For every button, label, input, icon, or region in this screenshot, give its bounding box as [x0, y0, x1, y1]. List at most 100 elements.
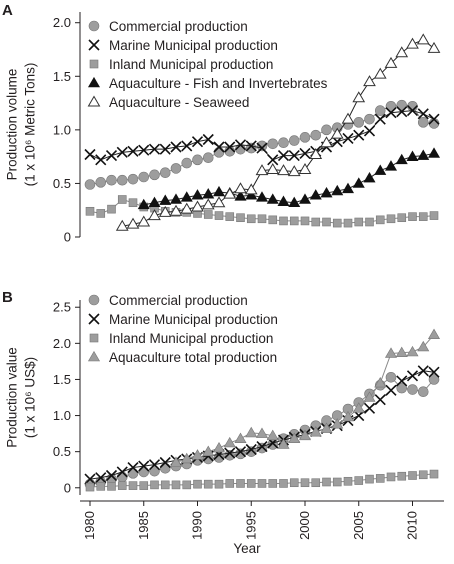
data-point [342, 132, 354, 144]
data-point [288, 432, 301, 443]
y-axis-units: (1 x 10⁶ US$) [23, 357, 38, 438]
data-point [96, 209, 106, 218]
data-point [201, 198, 215, 210]
y-tick-label: 1.5 [53, 372, 71, 387]
data-point [180, 452, 193, 464]
data-point [279, 479, 288, 488]
data-point [213, 147, 225, 158]
data-point [321, 124, 332, 136]
legend-marker [89, 333, 99, 343]
data-point [417, 108, 429, 120]
legend-label: Inland Municipal production [109, 331, 273, 346]
data-point [343, 476, 353, 486]
data-point [203, 479, 213, 489]
data-point [341, 182, 355, 194]
data-point [246, 214, 256, 224]
data-point [309, 189, 322, 200]
data-point [244, 183, 258, 195]
data-point [330, 127, 344, 139]
y-tick-label: 2.0 [53, 15, 71, 30]
data-point [150, 480, 159, 490]
data-point [234, 182, 247, 194]
data-point [397, 471, 407, 481]
data-point [310, 129, 322, 141]
data-point [279, 216, 288, 226]
data-point [418, 470, 428, 480]
data-point [117, 481, 127, 490]
data-point [364, 113, 375, 125]
data-point [159, 167, 171, 179]
data-point [234, 190, 247, 201]
y-tick-label: 0 [64, 230, 71, 245]
legend-marker [88, 313, 100, 325]
data-point [225, 212, 235, 221]
panel-a: A 0 0.5 1.0 1.5 2.0 Production volume (1 x 10⁶ … [2, 2, 441, 245]
data-point [266, 429, 279, 441]
data-point [363, 391, 376, 402]
data-point [374, 164, 387, 175]
data-point [84, 473, 96, 485]
data-point [299, 147, 311, 159]
legend-label: Aquaculture - Seaweed [109, 95, 249, 110]
data-point [429, 211, 439, 220]
data-point [320, 186, 333, 198]
legend-marker [87, 350, 101, 362]
legend: Commercial production Marine Municipal pr… [87, 19, 328, 110]
data-point [257, 479, 267, 488]
data-point [158, 205, 172, 217]
data-point [384, 56, 398, 68]
y-tick-label: 0 [64, 480, 71, 495]
legend: Commercial production Marine Municipal pr… [87, 293, 278, 365]
data-point [149, 169, 160, 181]
data-point [212, 185, 226, 197]
data-point [224, 447, 236, 459]
data-point [138, 171, 150, 183]
data-point [117, 195, 127, 204]
data-point [428, 366, 440, 378]
data-point [396, 375, 408, 387]
x-tick-label: 1995 [243, 511, 258, 540]
data-point [202, 445, 215, 456]
data-point [169, 204, 183, 216]
y-tick-label: 1.0 [53, 122, 71, 137]
data-point [289, 478, 299, 488]
data-point [288, 196, 301, 208]
legend-marker [88, 39, 100, 51]
data-point [202, 188, 215, 199]
data-point [180, 191, 193, 202]
data-point [96, 482, 106, 491]
data-point [236, 479, 245, 488]
data-point [418, 212, 428, 221]
x-tick-label: 1985 [136, 511, 151, 540]
data-point [212, 196, 226, 208]
data-point [84, 148, 96, 161]
data-point [427, 41, 441, 53]
legend-label: Aquaculture total production [109, 350, 277, 365]
y-tick-label: 0.5 [53, 176, 71, 191]
y-axis-title: Production value [5, 347, 20, 448]
data-point [169, 193, 183, 204]
data-point [255, 164, 269, 176]
data-point [395, 346, 408, 358]
data-point [160, 480, 170, 490]
data-point [352, 402, 365, 413]
data-point [116, 466, 128, 478]
series-2 [84, 365, 440, 485]
data-point [397, 213, 407, 223]
data-point [181, 140, 193, 152]
x-axis-title: Year [233, 541, 261, 556]
data-point [85, 206, 95, 216]
data-point [192, 154, 203, 166]
data-point [171, 480, 181, 490]
data-point [191, 136, 204, 148]
data-point [212, 441, 226, 453]
data-point [309, 148, 323, 159]
data-point [385, 384, 397, 396]
data-point [395, 153, 408, 165]
data-point [246, 479, 256, 488]
legend-label: Marine Municipal production [109, 38, 278, 53]
data-point [116, 174, 128, 186]
data-point [139, 481, 149, 490]
data-point [159, 143, 171, 155]
data-point [343, 218, 353, 228]
